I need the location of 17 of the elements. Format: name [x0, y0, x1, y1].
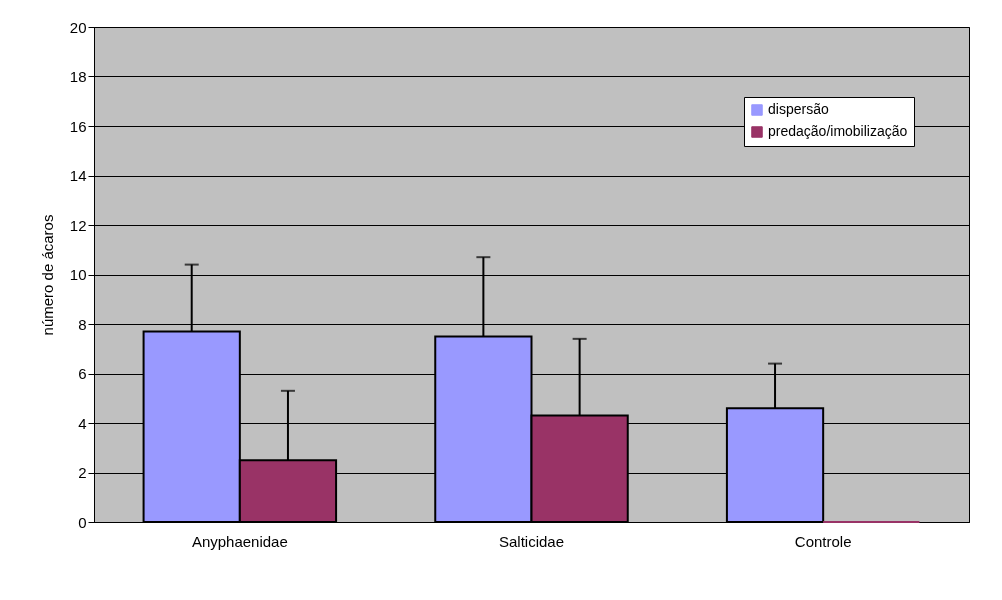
y-tick-label: 18	[69, 68, 87, 85]
y-tick-label: 0	[78, 513, 87, 531]
y-tick-label: 4	[78, 414, 87, 432]
x-tick-label: Salticidae	[498, 532, 565, 550]
x-tick-label: Anyphaenidae	[191, 532, 288, 550]
y-tick-label: 6	[78, 365, 87, 382]
y-tick-label: 14	[69, 167, 87, 184]
y-tick-label: 12	[69, 216, 87, 234]
legend-label: dispersão	[768, 101, 829, 117]
y-tick-label: 10	[69, 266, 87, 283]
legend-label: predação/imobilização	[768, 123, 908, 139]
x-tick-label: Controle	[794, 532, 852, 550]
y-tick-label: 2	[78, 464, 87, 481]
y-tick-label: 8	[78, 315, 87, 333]
y-tick-label: 16	[69, 117, 87, 135]
y-tick-label: 20	[69, 18, 87, 36]
y-axis-title: número de ácaros	[38, 214, 56, 336]
